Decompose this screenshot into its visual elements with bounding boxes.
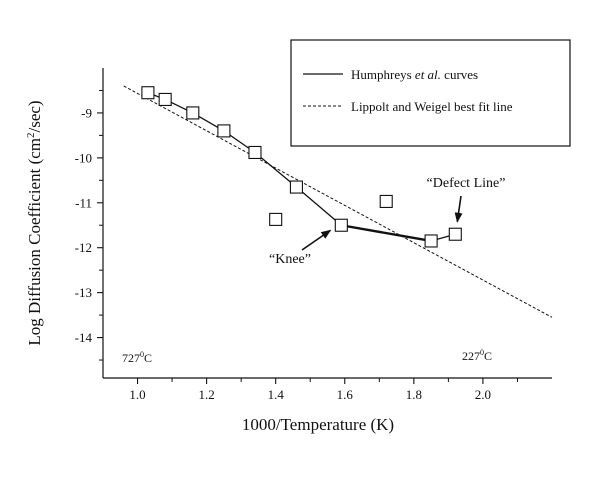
legend-box xyxy=(290,39,571,147)
temp-left-value: 727 xyxy=(122,351,140,365)
series-lippolt-weigel xyxy=(123,85,553,318)
outlier-point-marker xyxy=(269,212,283,226)
y-tick-label: -10 xyxy=(75,150,92,165)
x-tick-label: 1.8 xyxy=(406,387,422,402)
legend-humphreys-post: curves xyxy=(441,67,478,82)
legend-label-lippolt: Lippolt and Weigel best fit line xyxy=(351,99,513,114)
legend: Humphreys et al. curves Lippolt and Weig… xyxy=(290,39,571,147)
temperature-label-left: 7270C xyxy=(122,350,152,365)
x-axis-ticks: 1.0 1.2 1.4 1.6 1.8 2.0 xyxy=(129,378,518,402)
outlier-point-marker xyxy=(379,194,393,208)
x-tick-label: 1.4 xyxy=(268,387,285,402)
x-tick-label: 1.2 xyxy=(198,387,214,402)
y-axis-title: Log Diffusion Coefficient (cm2/sec) xyxy=(25,100,44,345)
knee-arrow xyxy=(301,229,332,251)
legend-humphreys-em: et al. xyxy=(415,67,441,82)
temp-right-unit: C xyxy=(484,349,492,363)
axes xyxy=(102,68,552,379)
data-point-marker xyxy=(141,86,155,100)
y-axis-title-sup: 2 xyxy=(25,133,37,139)
temp-left-unit: C xyxy=(144,351,152,365)
y-axis-title-main: Log Diffusion Coefficient (cm xyxy=(25,138,44,346)
annotation-defect-label: “Defect Line” xyxy=(427,176,506,191)
temp-left-degree: 0 xyxy=(140,350,144,359)
x-tick-label: 1.6 xyxy=(337,387,354,402)
data-point-marker xyxy=(248,145,262,160)
x-tick-label: 2.0 xyxy=(475,387,491,402)
data-point-marker xyxy=(186,106,200,120)
legend-label-humphreys: Humphreys et al. curves xyxy=(351,67,478,82)
data-point-marker xyxy=(424,234,438,248)
y-tick-label: -12 xyxy=(75,240,92,255)
outlier-points xyxy=(269,194,393,226)
annotation-knee-label: “Knee” xyxy=(269,252,311,267)
data-point-marker xyxy=(217,124,231,138)
x-axis-title: 1000/Temperature (K) xyxy=(242,415,394,434)
y-axis-title-tail: /sec) xyxy=(25,100,44,132)
data-point-marker xyxy=(158,92,172,106)
y-tick-label: -14 xyxy=(75,330,93,345)
temp-right-value: 227 xyxy=(462,349,480,363)
y-tick-label: -13 xyxy=(75,285,92,300)
data-point-marker xyxy=(448,227,462,241)
annotation-knee: “Knee” xyxy=(269,229,332,267)
annotation-defect-line: “Defect Line” xyxy=(427,176,506,223)
y-axis-ticks: -9 -10 -11 -12 -13 -14 xyxy=(75,89,103,361)
best-fit-line xyxy=(123,85,553,318)
y-tick-label: -11 xyxy=(75,195,92,210)
data-point-marker xyxy=(289,180,303,194)
series-humphreys xyxy=(141,86,462,248)
y-tick-label: -9 xyxy=(81,105,92,120)
temperature-label-right: 2270C xyxy=(462,348,492,363)
defect-line-arrow xyxy=(454,195,463,223)
x-tick-label: 1.0 xyxy=(129,387,145,402)
data-point-marker xyxy=(334,218,348,232)
temp-right-degree: 0 xyxy=(480,348,484,357)
legend-humphreys-pre: Humphreys xyxy=(351,67,415,82)
defect-line-segment xyxy=(341,224,432,243)
